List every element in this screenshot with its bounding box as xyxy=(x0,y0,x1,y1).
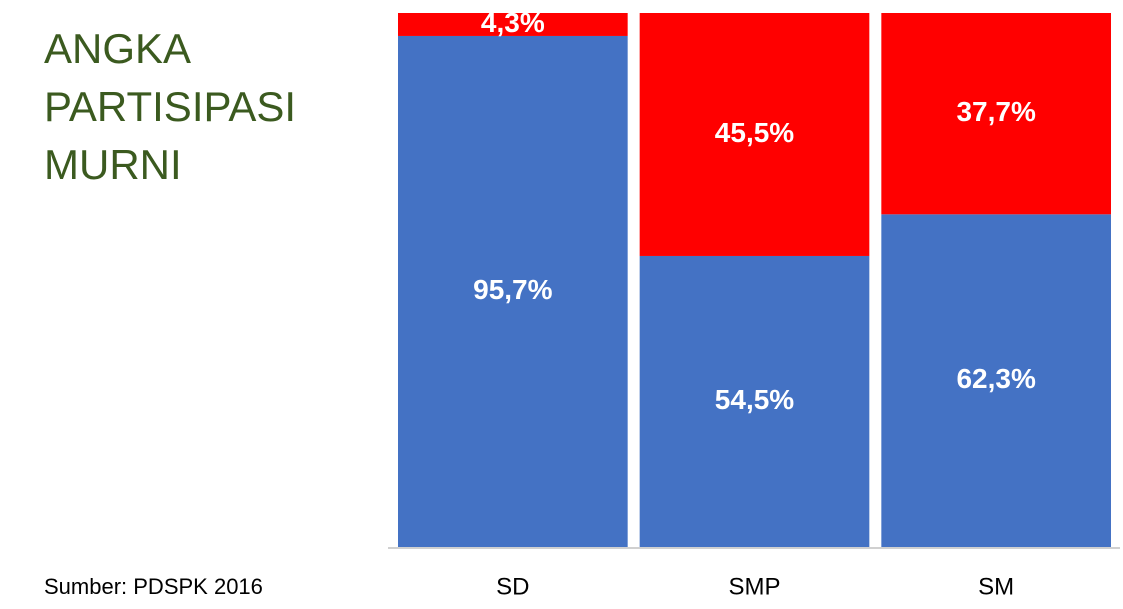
value-label: 37,7% xyxy=(956,96,1035,127)
bar-segment xyxy=(639,13,870,256)
value-label: 45,5% xyxy=(715,117,794,148)
value-label: 62,3% xyxy=(956,363,1035,394)
bar-segment xyxy=(398,13,628,36)
value-label: 95,7% xyxy=(473,274,552,305)
value-label: 4,3% xyxy=(481,7,545,38)
bar-segment xyxy=(398,35,628,547)
x-tick-label: SD xyxy=(496,573,529,600)
bar-segment xyxy=(639,255,870,547)
chart-title: ANGKA PARTISIPASI MURNI xyxy=(44,25,297,188)
bar-segment xyxy=(881,214,1111,547)
value-label: 54,5% xyxy=(715,384,794,415)
source: Sumber: PDSPK 2016 xyxy=(44,574,263,599)
bar-segment xyxy=(881,13,1111,215)
x-tick-label: SMP xyxy=(728,573,780,600)
x-tick-label: SM xyxy=(978,573,1014,600)
